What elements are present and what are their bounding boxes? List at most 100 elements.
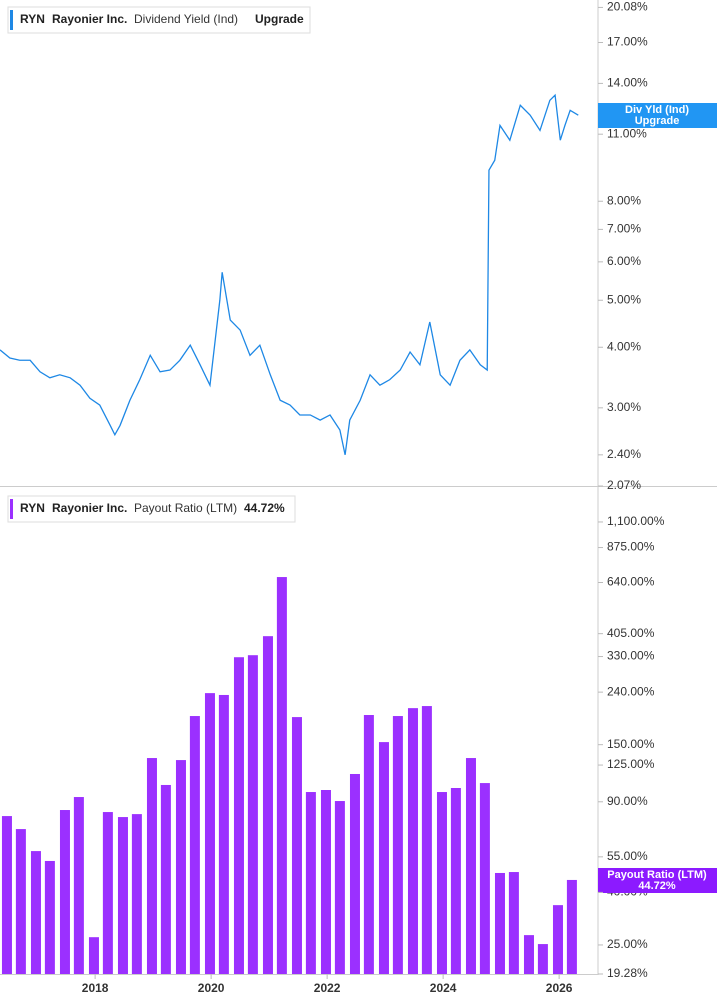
tick-labels: 2.07% [607, 478, 641, 492]
legend-company: Rayonier Inc. [52, 12, 127, 26]
bar [421, 706, 432, 974]
badge-status: Upgrade [635, 115, 680, 127]
tick-labels: 2.40% [607, 447, 641, 461]
legend-box [7, 495, 296, 523]
bar [59, 810, 70, 974]
y-tick-label: 330.00% [607, 649, 655, 663]
x-tick-label: 2022 [314, 981, 341, 995]
legend-company: Rayonier Inc. [52, 501, 127, 515]
bar [334, 801, 345, 974]
tick-labels: 1,100.00% [607, 514, 665, 528]
badge-box [598, 868, 717, 893]
y-tick-label: 6.00% [607, 254, 641, 268]
bar [392, 716, 403, 974]
legend-series: Dividend Yield (Ind) [134, 12, 238, 26]
y-tick-label: 90.00% [607, 794, 648, 808]
bar [349, 773, 360, 974]
legend-value: 44.72% [244, 501, 285, 515]
bar [44, 860, 55, 974]
tick-labels: 4.00% [607, 339, 641, 353]
plot [0, 93, 579, 974]
y-tick-label: 5.00% [607, 292, 641, 306]
badge-box [598, 103, 717, 128]
tick-labels: 17.00% [607, 35, 648, 49]
bar [552, 905, 563, 974]
legend-series: Payout Ratio (LTM) [134, 501, 237, 515]
x-tick-label: 2024 [430, 981, 457, 995]
tick-labels: 640.00% [607, 575, 655, 589]
bar [247, 655, 258, 974]
y-tick-label: 405.00% [607, 626, 655, 640]
bar [218, 694, 229, 974]
bar [175, 760, 186, 974]
tick-labels: 7.00% [607, 222, 641, 236]
tick-labels: 5.00% [607, 292, 641, 306]
y-tick-label: 875.00% [607, 540, 655, 554]
tick-labels: 125.00% [607, 757, 655, 771]
bar [276, 577, 287, 974]
bar [117, 817, 128, 974]
legend-status: Upgrade [255, 12, 304, 26]
y-tick-label: 3.00% [607, 400, 641, 414]
bar [146, 758, 157, 974]
y-tick-label: 640.00% [607, 575, 655, 589]
badge-value: 44.72% [638, 880, 676, 892]
legend-ticker: RYN [20, 501, 45, 515]
tick-labels: 14.00% [607, 76, 648, 90]
legend-swatch [10, 10, 13, 30]
bar [1, 816, 12, 974]
badge-label: Payout Ratio (LTM) [607, 869, 707, 881]
y-tick-label: 4.00% [607, 339, 641, 353]
tick-labels: 20.08% [607, 0, 648, 14]
legend: RYN Rayonier Inc. Payout Ratio (LTM) 44.… [7, 495, 296, 523]
x-tick-label: 2026 [546, 981, 573, 995]
y-tick-label: 11.00% [607, 126, 647, 140]
tick-labels: 330.00% [607, 649, 655, 663]
bar [88, 937, 99, 974]
tick-labels: 240.00% [607, 684, 655, 698]
y-tick-label: 240.00% [607, 684, 655, 698]
y-tick-label: 8.00% [607, 193, 641, 207]
badge-label: Div Yld (Ind) [625, 104, 689, 116]
bar [30, 851, 41, 974]
legend-swatch [10, 499, 13, 519]
y-tick-label: 1,100.00% [607, 514, 665, 528]
y-tick-label: 55.00% [607, 849, 648, 863]
bar [204, 693, 215, 974]
bar [305, 792, 316, 974]
bar [450, 788, 461, 974]
y-tick-label: 20.08% [607, 0, 648, 14]
x-tick-label: 2018 [82, 981, 109, 995]
tick-labels: 19.28% [607, 966, 648, 980]
tick-labels: 25.00% [607, 937, 648, 951]
bar [436, 792, 447, 974]
bar [523, 935, 534, 974]
bar [407, 708, 418, 974]
y-tick-label: 2.40% [607, 447, 641, 461]
tick-labels: 8.00% [607, 193, 641, 207]
bar [160, 784, 171, 974]
bar [465, 758, 476, 974]
bar [479, 783, 490, 974]
line [0, 93, 579, 455]
y-tick-label: 25.00% [607, 937, 648, 951]
tick-labels: 90.00% [607, 794, 648, 808]
tick-labels: 11.00% [607, 126, 647, 140]
bar [537, 944, 548, 974]
bar [102, 812, 113, 974]
bar [363, 715, 374, 974]
bar [262, 636, 273, 974]
bar [378, 742, 389, 974]
bar [320, 790, 331, 974]
tick-labels: 150.00% [607, 737, 655, 751]
bar [508, 872, 519, 974]
bar [233, 657, 244, 974]
tick-labels: 55.00% [607, 849, 648, 863]
tick-labels: 3.00% [607, 400, 641, 414]
bar [73, 797, 84, 974]
bar [566, 879, 577, 974]
y-tick-label: 19.28% [607, 966, 648, 980]
bar [15, 829, 26, 974]
legend: RYN Rayonier Inc. Dividend Yield (Ind) U… [7, 6, 311, 34]
